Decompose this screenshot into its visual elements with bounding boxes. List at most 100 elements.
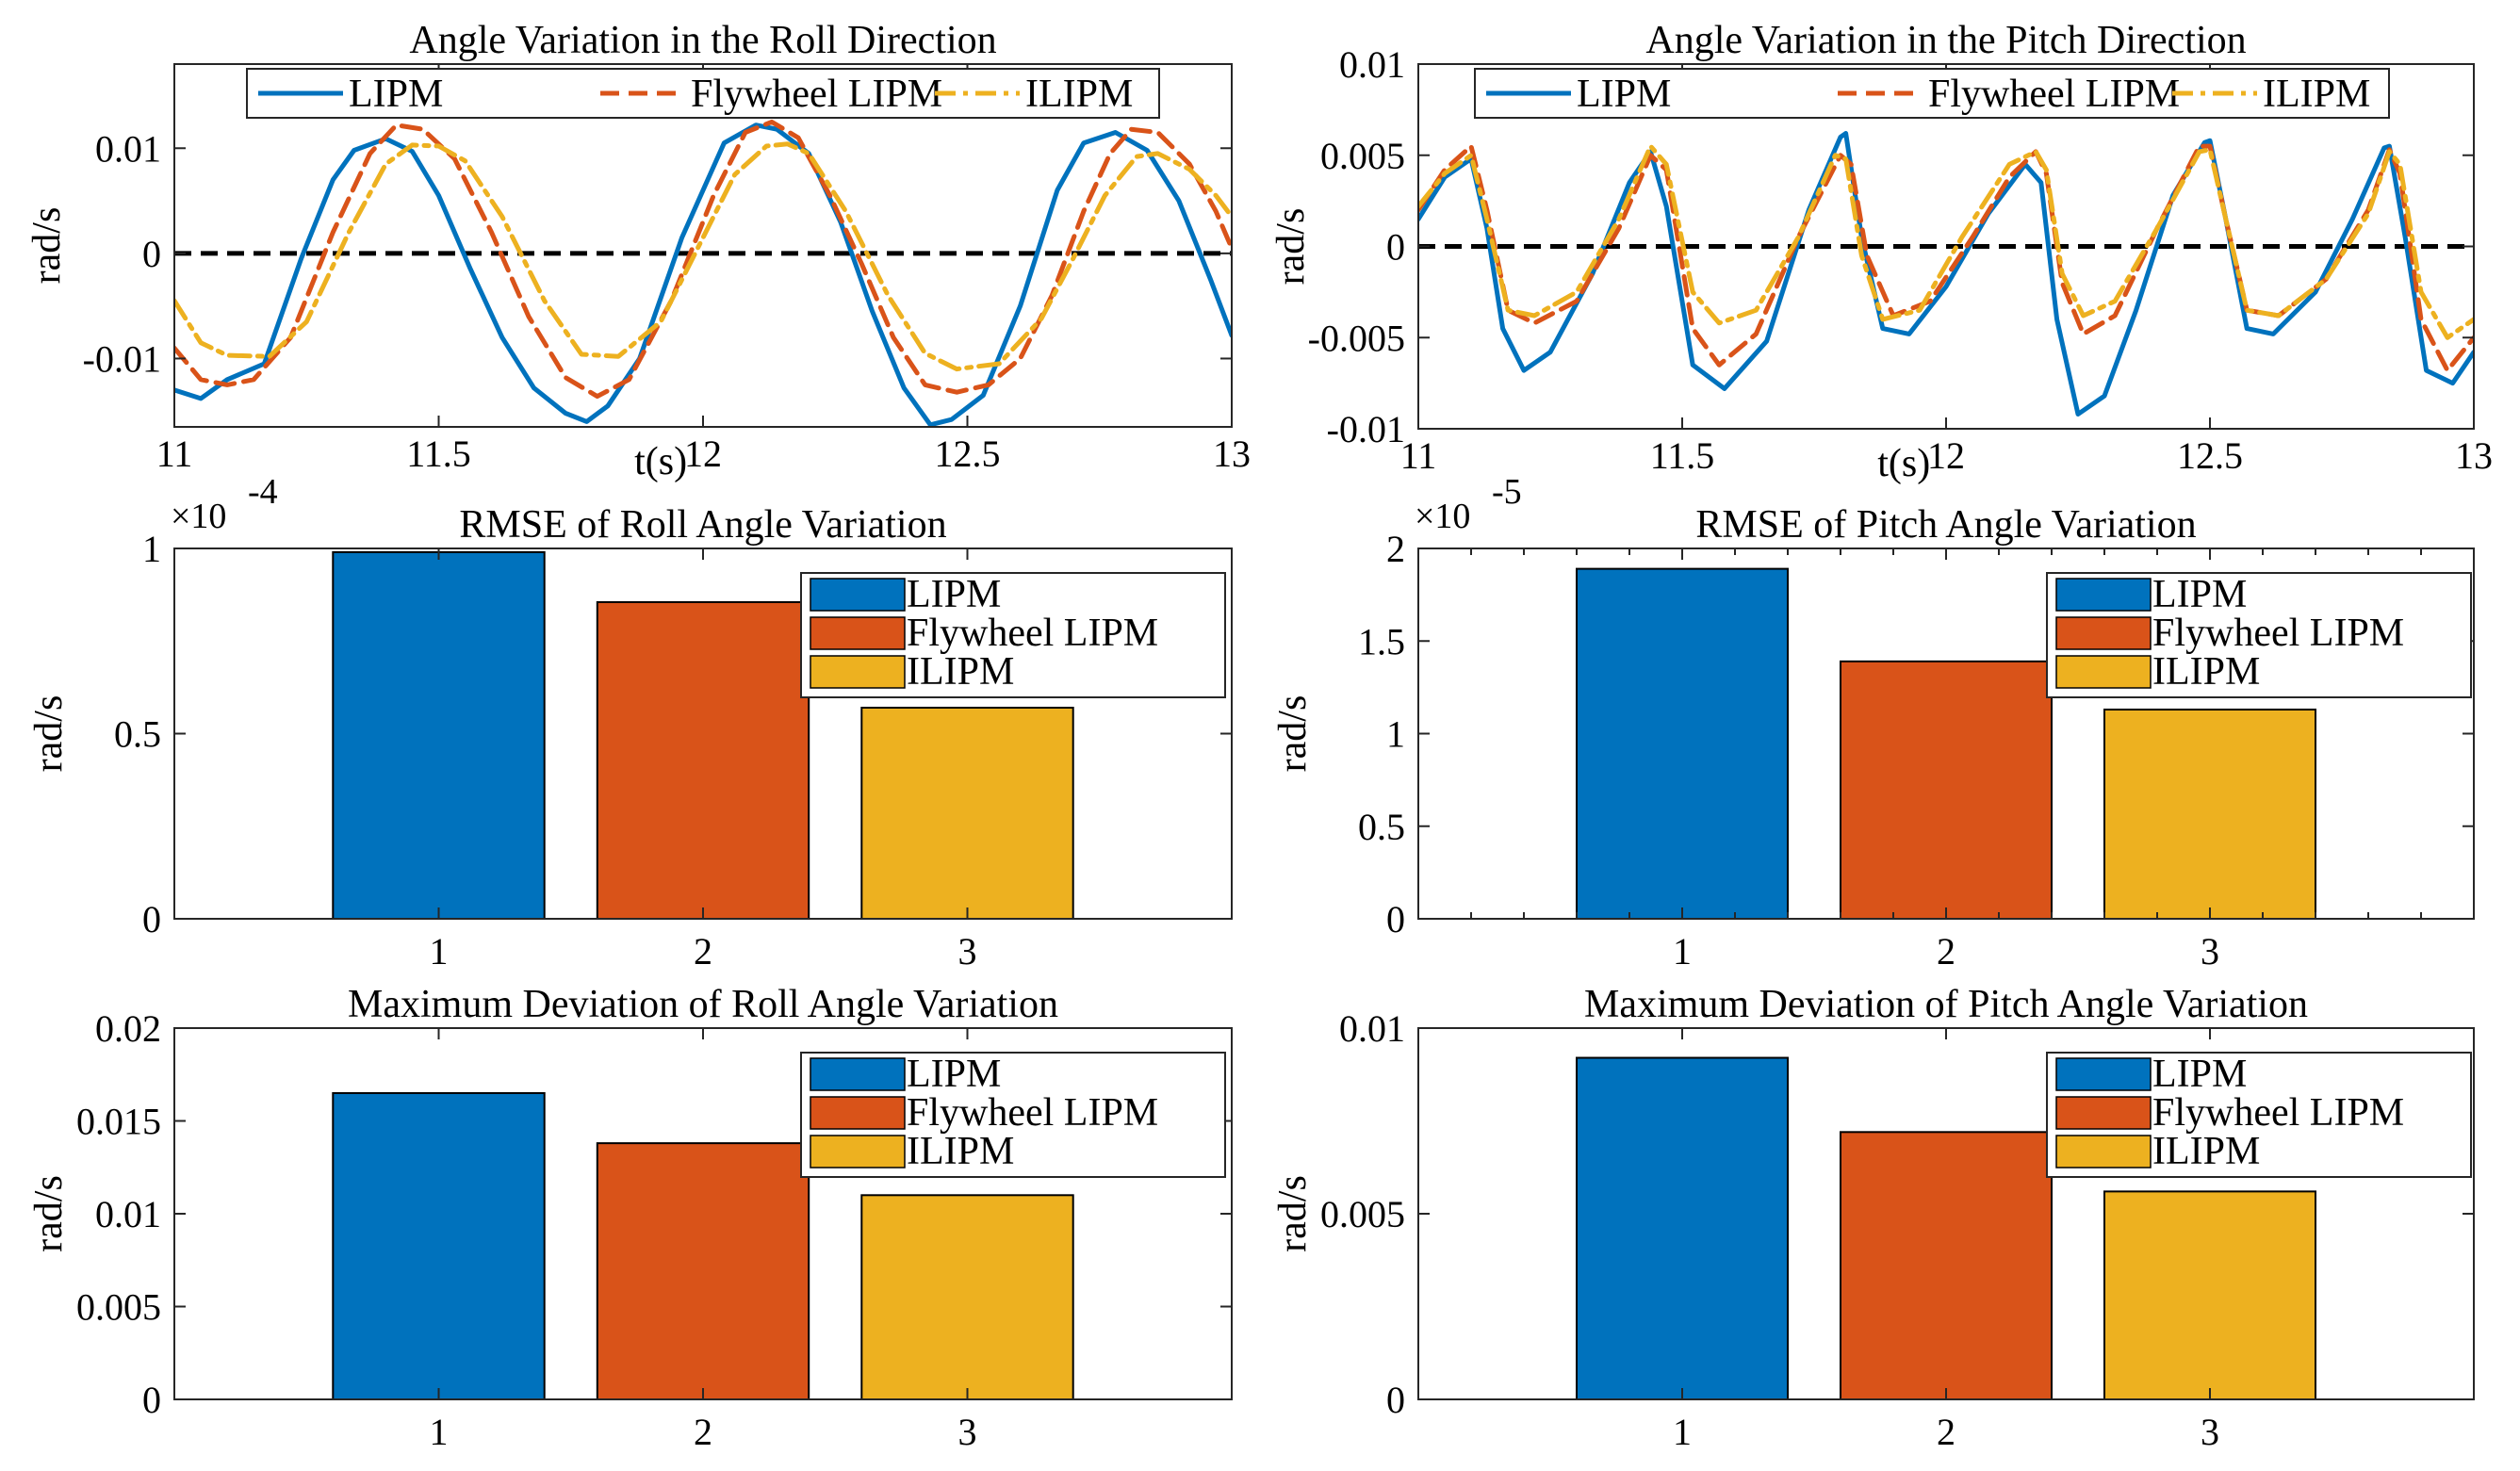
legend-label-lipm: LIPM	[349, 73, 443, 116]
legend-label-flywheel-lipm: Flywheel LIPM	[907, 612, 1158, 655]
bar-ilipm	[2103, 708, 2316, 921]
series-line-flywheel-lipm	[174, 119, 1232, 400]
chart-rmse_pitch: RMSE of Pitch Angle Variation 1 2 3 ×10 -5 0 0.…	[1271, 472, 2475, 972]
x-axis-label: t(s)	[1877, 442, 1930, 485]
legend-label-flywheel-lipm: Flywheel LIPM	[907, 1091, 1158, 1135]
legend-label-ilipm: ILIPM	[907, 1130, 1014, 1173]
legend-swatch-lipm	[2055, 578, 2152, 612]
x-tick-label: 3	[958, 1411, 977, 1453]
x-tick-label: 11.5	[406, 433, 471, 475]
chart-title: RMSE of Pitch Angle Variation	[1695, 503, 2196, 547]
legend-label-lipm: LIPM	[1577, 73, 1671, 116]
x-tick-label: 11	[1400, 434, 1437, 477]
y-tick-label: 0.005	[1320, 1193, 1405, 1235]
legend-swatch-flywheel-lipm	[810, 1096, 906, 1130]
plot-frame	[1417, 63, 2475, 430]
legend-label-flywheel-lipm: Flywheel LIPM	[2152, 612, 2404, 655]
legend: LIPM Flywheel LIPM ILIPM	[1474, 68, 2390, 119]
chart-title: RMSE of Roll Angle Variation	[459, 503, 946, 547]
bar-flywheel-lipm	[1840, 660, 2053, 920]
y-axis-label: rad/s	[1269, 208, 1313, 286]
legend-box	[1474, 68, 2390, 119]
x-tick-label: 3	[2201, 1411, 2219, 1453]
series-group	[1418, 131, 2474, 417]
y-axis-label: rad/s	[27, 695, 71, 773]
plot-frame	[173, 63, 1233, 428]
y-tick-label: 0	[142, 1379, 161, 1421]
legend-swatch-lipm	[810, 578, 906, 612]
legend-label-ilipm: ILIPM	[2152, 1130, 2260, 1173]
y-tick-label: 0.01	[1339, 43, 1405, 86]
legend-label-ilipm: ILIPM	[2263, 73, 2370, 116]
x-tick-label: 1	[430, 930, 449, 972]
y-axis-label: rad/s	[25, 207, 69, 285]
chart-title: Angle Variation in the Pitch Direction	[1645, 19, 2246, 62]
x-axis-label: t(s)	[634, 440, 687, 483]
legend-label-flywheel-lipm: Flywheel LIPM	[2152, 1091, 2404, 1135]
x-tick-label: 12.5	[2177, 434, 2243, 477]
chart-maxdev_roll: Maximum Deviation of Roll Angle Variatio…	[27, 983, 1233, 1453]
x-tick-label: 11	[156, 433, 193, 475]
y-axis-label: rad/s	[1271, 695, 1315, 773]
y-exponent-label: ×10	[171, 497, 226, 536]
series-line-lipm	[174, 123, 1232, 427]
y-tick-label: 0.01	[95, 1193, 161, 1235]
plot-frame	[1417, 548, 2475, 920]
chart-title: Angle Variation in the Roll Direction	[409, 19, 996, 62]
legend-label-lipm: LIPM	[2152, 1053, 2247, 1096]
y-tick-label: -0.01	[1327, 408, 1405, 450]
series-group	[174, 119, 1232, 427]
y-tick-label: 0.005	[1320, 135, 1405, 177]
chart-title: Maximum Deviation of Roll Angle Variatio…	[348, 983, 1058, 1026]
y-tick-label: 1	[1386, 713, 1405, 756]
legend-label-lipm: LIPM	[2152, 573, 2247, 616]
bar-lipm	[1576, 567, 1789, 920]
x-tick-label: 2	[1937, 930, 1955, 972]
plot-frame	[173, 1027, 1233, 1400]
legend-swatch-lipm	[810, 1057, 906, 1091]
y-exponent-power: -4	[248, 472, 278, 512]
bar-ilipm	[2103, 1190, 2316, 1400]
bar-lipm	[332, 1091, 546, 1400]
bar-ilipm	[860, 1194, 1074, 1401]
y-tick-label: 0.5	[114, 713, 161, 756]
x-tick-label: 1	[430, 1411, 449, 1453]
y-tick-label: -0.01	[83, 337, 161, 380]
x-tick-label: 3	[2201, 930, 2219, 972]
legend-swatch-ilipm	[2055, 655, 2152, 689]
y-tick-label: 0.02	[95, 1007, 161, 1050]
legend-swatch-ilipm	[810, 655, 906, 689]
y-tick-label: 0	[1386, 226, 1405, 269]
x-tick-label: 12.5	[935, 433, 1001, 475]
y-axis-label: rad/s	[1271, 1175, 1315, 1252]
legend-swatch-flywheel-lipm	[810, 616, 906, 650]
x-tick-label: 2	[694, 930, 712, 972]
y-axis-label: rad/s	[27, 1175, 71, 1252]
plot-frame	[173, 548, 1233, 920]
y-tick-label: -0.005	[1308, 317, 1405, 359]
y-tick-label: 0	[1386, 1379, 1405, 1421]
y-exponent-power: -5	[1492, 472, 1522, 512]
bar-flywheel-lipm	[596, 600, 810, 920]
x-tick-label: 11.5	[1650, 434, 1715, 477]
legend-label-lipm: LIPM	[907, 573, 1001, 616]
bar-flywheel-lipm	[596, 1142, 810, 1400]
y-tick-label: 0.005	[76, 1286, 161, 1329]
legend-label-flywheel-lipm: Flywheel LIPM	[1928, 73, 2180, 116]
x-tick-label: 12	[1927, 434, 1965, 477]
legend-label-lipm: LIPM	[907, 1053, 1001, 1096]
chart-rmse_roll: RMSE of Roll Angle Variation 1 2 3 ×10 -4 0 0.5…	[27, 472, 1233, 972]
x-tick-label: 13	[1213, 433, 1251, 475]
y-tick-label: 0.015	[76, 1101, 161, 1143]
series-line-ilipm	[1418, 143, 2474, 340]
legend-label-flywheel-lipm: Flywheel LIPM	[691, 73, 942, 116]
y-tick-label: 1	[142, 528, 161, 570]
plot-frame	[1417, 1027, 2475, 1400]
legend-label-ilipm: ILIPM	[907, 650, 1014, 694]
y-tick-label: 0	[1386, 898, 1405, 940]
x-tick-label: 1	[1673, 930, 1692, 972]
chart-title: Maximum Deviation of Pitch Angle Variati…	[1584, 983, 2308, 1026]
